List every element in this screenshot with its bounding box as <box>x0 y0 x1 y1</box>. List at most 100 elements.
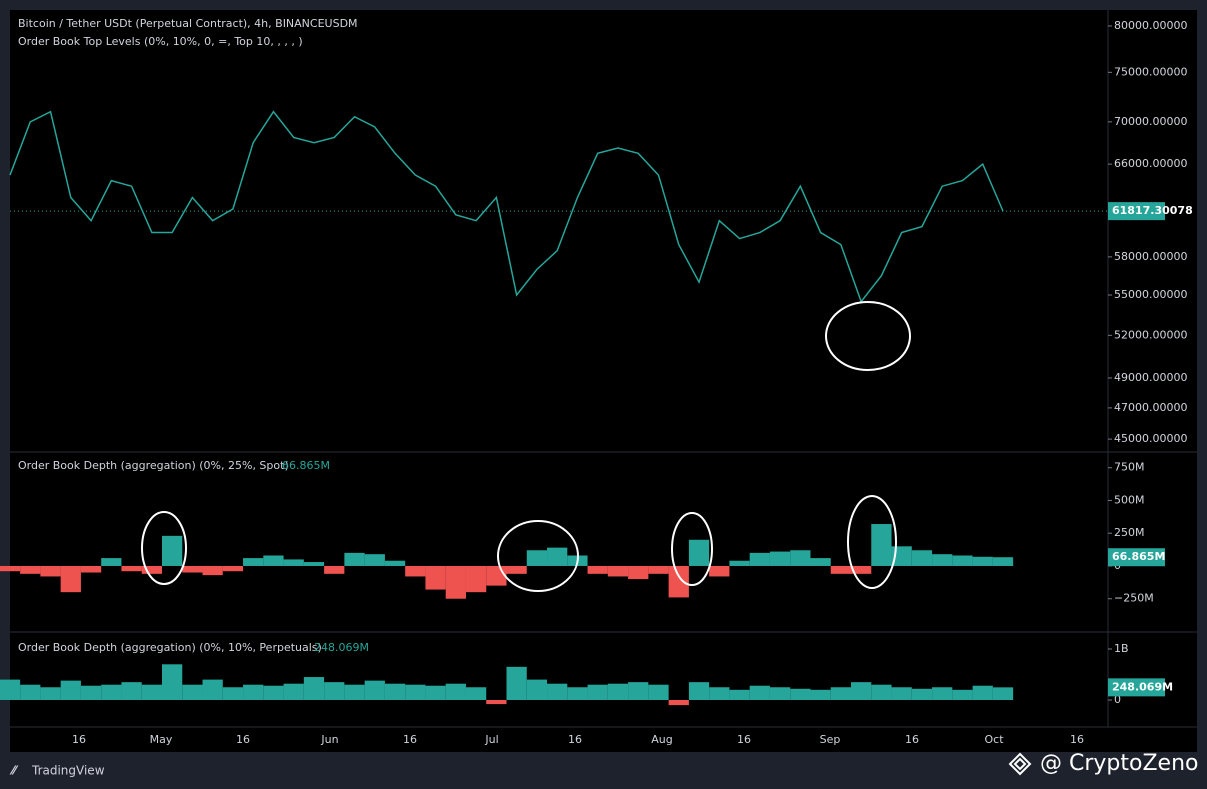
perp-depth-title: Order Book Depth (aggregation) (0%, 10%,… <box>18 641 322 654</box>
indicator-title: Order Book Top Levels (0%, 10%, 0, =, To… <box>18 35 303 48</box>
depth-bar <box>40 565 61 577</box>
depth-bar <box>749 552 770 566</box>
depth-bar <box>141 684 162 701</box>
depth-bar <box>20 565 41 574</box>
y-tick-label: 55000.00000 <box>1114 288 1187 301</box>
depth-bar <box>182 684 203 701</box>
depth-bar <box>506 565 527 574</box>
x-tick-label: Oct <box>984 733 1004 746</box>
depth-bar <box>506 666 527 701</box>
depth-bar <box>202 679 223 701</box>
hand-circle <box>847 495 897 589</box>
hand-circle <box>671 512 713 586</box>
x-tick-label: 16 <box>403 733 417 746</box>
y-tick-label: 1B <box>1114 642 1129 655</box>
depth-bar <box>830 687 852 701</box>
depth-bar <box>405 684 426 701</box>
depth-bar <box>465 687 487 701</box>
depth-bar <box>668 700 689 706</box>
credit: @ CryptoZeno <box>1040 751 1198 776</box>
depth-bar <box>161 535 183 566</box>
depth-bar <box>141 565 162 574</box>
depth-bar <box>871 684 892 701</box>
depth-bar <box>121 565 142 572</box>
y-tick-label: 70000.00000 <box>1114 115 1187 128</box>
last-value-label: 248.069M <box>1112 680 1173 693</box>
depth-bar <box>80 565 102 573</box>
hand-circle <box>497 520 579 592</box>
depth-bar <box>607 565 629 577</box>
depth-bar <box>161 664 183 701</box>
depth-bar <box>20 684 41 701</box>
depth-bar <box>324 565 345 574</box>
price-line <box>9 110 1004 304</box>
depth-bar <box>972 685 993 701</box>
depth-bar <box>729 689 750 701</box>
last-value-badge <box>1108 202 1165 221</box>
depth-bar <box>303 562 325 566</box>
y-tick-label: 80000.00000 <box>1114 19 1187 32</box>
depth-bar <box>60 565 81 593</box>
y-tick-label: 75000.00000 <box>1114 65 1187 78</box>
depth-bar <box>952 555 973 566</box>
depth-bar <box>384 683 406 701</box>
depth-bar <box>911 688 933 701</box>
depth-bar <box>425 565 446 590</box>
depth-bar <box>790 550 811 566</box>
depth-bar <box>952 689 973 701</box>
y-tick-label: −250M <box>1114 592 1154 605</box>
depth-bar <box>567 687 588 701</box>
depth-bar <box>80 685 102 701</box>
depth-bar <box>526 550 548 566</box>
depth-bar <box>263 685 284 701</box>
last-value-badge <box>1108 548 1165 567</box>
depth-bar <box>932 687 953 701</box>
depth-bar <box>344 684 365 701</box>
last-value-badge <box>1108 678 1165 697</box>
y-tick-label: 45000.00000 <box>1114 432 1187 445</box>
spot-depth-title: Order Book Depth (aggregation) (0%, 25%,… <box>18 459 289 472</box>
y-tick-label: 52000.00000 <box>1114 328 1187 341</box>
depth-bar <box>769 687 791 701</box>
depth-bar <box>324 682 345 701</box>
last-value-label: 66.865M <box>1112 550 1165 563</box>
depth-bar <box>709 687 730 701</box>
x-tick-label: 16 <box>737 733 751 746</box>
x-tick-label: 16 <box>1070 733 1084 746</box>
depth-bar <box>283 559 304 566</box>
depth-bar <box>486 565 507 586</box>
x-tick-label: 16 <box>236 733 250 746</box>
depth-bar <box>749 685 770 701</box>
depth-bar <box>222 565 244 572</box>
depth-bar <box>972 556 993 566</box>
depth-bar <box>425 685 446 701</box>
hand-circle <box>141 511 187 585</box>
y-tick-label: 0 <box>1114 693 1121 706</box>
depth-bar <box>851 682 872 701</box>
depth-bar <box>992 687 1014 701</box>
depth-bar <box>810 689 831 701</box>
depth-bar <box>445 683 466 701</box>
depth-bar <box>101 558 122 566</box>
depth-bar <box>851 565 872 574</box>
hand-circle <box>825 301 911 371</box>
y-tick-label: 500M <box>1114 493 1145 506</box>
depth-bar <box>60 680 81 701</box>
perp-depth-value: 248.069M <box>314 641 369 654</box>
x-tick-label: Aug <box>651 733 672 746</box>
depth-bar <box>729 560 750 566</box>
depth-bar <box>709 565 730 577</box>
depth-bar <box>547 683 568 701</box>
x-tick-label: Jun <box>320 733 338 746</box>
depth-bar <box>344 552 365 566</box>
depth-bar <box>547 547 568 566</box>
depth-bar <box>0 565 21 572</box>
last-value-label: 61817.30078 <box>1112 204 1193 217</box>
credit-logo <box>1008 752 1032 776</box>
depth-bar <box>283 683 304 701</box>
depth-bar <box>648 565 669 574</box>
depth-bar <box>992 557 1014 566</box>
depth-bar <box>911 550 933 566</box>
